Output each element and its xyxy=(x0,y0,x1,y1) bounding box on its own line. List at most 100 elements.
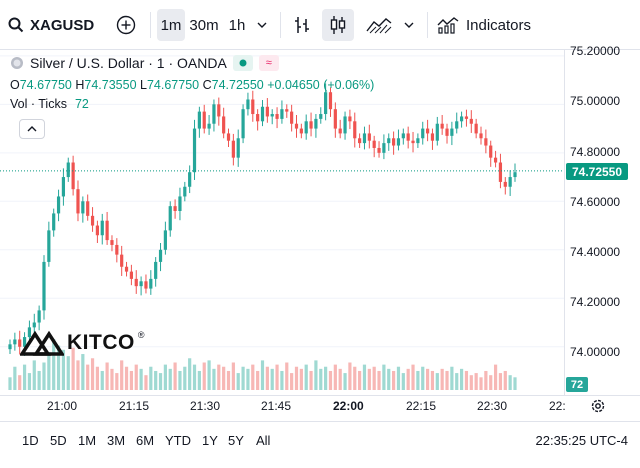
candle-body xyxy=(396,138,401,146)
candle-body xyxy=(149,278,153,289)
search-icon xyxy=(8,17,24,33)
candlestick-icon xyxy=(330,16,346,34)
interval-dropdown-button[interactable] xyxy=(252,9,272,41)
volume-bar xyxy=(37,370,41,390)
candle-body xyxy=(158,249,163,262)
candle-body xyxy=(392,138,396,146)
volume-bar xyxy=(416,370,420,390)
range-ytd[interactable]: YTD xyxy=(165,433,191,448)
candle-body xyxy=(120,254,124,267)
volume-bar xyxy=(260,360,265,390)
interval-1m[interactable]: 1m xyxy=(157,9,185,41)
volume-bar xyxy=(338,368,342,390)
range-1m[interactable]: 1M xyxy=(78,433,97,448)
toolbar-divider xyxy=(427,12,428,38)
indicators-button[interactable]: Indicators xyxy=(436,9,532,41)
symbol-search-button[interactable]: XAGUSD xyxy=(8,9,108,41)
volume-bar xyxy=(445,370,449,390)
candle-body xyxy=(192,128,197,173)
volume-bar xyxy=(425,368,430,390)
candle-body xyxy=(498,162,503,182)
candle-body xyxy=(455,121,459,129)
change-value: +0.04650 (+0.06%) xyxy=(267,78,375,92)
indicators-label: Indicators xyxy=(465,16,532,34)
volume-bar xyxy=(464,370,469,390)
candle-body xyxy=(382,143,386,153)
series-title: Silver / U.S. Dollar · 1 · OANDA xyxy=(30,55,227,71)
kitco-logo-text: KITCO xyxy=(67,331,135,354)
candle-body xyxy=(450,128,454,136)
market-status-badge[interactable] xyxy=(232,55,253,71)
range-6m[interactable]: 6M xyxy=(136,433,155,448)
volume-bar xyxy=(430,370,435,390)
kitco-registered-mark: ® xyxy=(137,330,145,340)
volume-bar xyxy=(324,366,328,390)
volume-bar xyxy=(304,364,308,390)
current-volume-tag: 72 xyxy=(566,377,588,392)
price-tick: 75.20000 xyxy=(570,44,621,58)
volume-bar xyxy=(290,373,294,390)
interval-30m[interactable]: 30m xyxy=(188,9,220,41)
candle-body xyxy=(246,99,250,110)
candles-style-button[interactable] xyxy=(322,9,354,41)
high-value: 74.73550 xyxy=(84,78,137,92)
volume-bars xyxy=(8,339,517,390)
volume-bar xyxy=(328,370,333,390)
range-all[interactable]: All xyxy=(256,433,271,448)
range-5d[interactable]: 5D xyxy=(50,433,67,448)
candle-body xyxy=(27,327,32,338)
volume-bar xyxy=(299,368,303,390)
range-3m[interactable]: 3M xyxy=(107,433,126,448)
bars-style-button[interactable] xyxy=(288,9,316,41)
volume-bar xyxy=(314,360,318,390)
time-tick: 21:00 xyxy=(47,399,78,413)
volume-bar xyxy=(455,373,459,390)
volume-bar xyxy=(144,375,148,390)
candle-body xyxy=(231,140,235,158)
candle-body xyxy=(435,123,439,141)
range-1y[interactable]: 1Y xyxy=(202,433,218,448)
candle-body xyxy=(144,281,148,289)
chevron-down-icon xyxy=(404,22,414,28)
time-tick: 21:45 xyxy=(261,399,292,413)
volume-bar xyxy=(222,366,226,390)
volume-bar xyxy=(66,356,70,390)
candle-body xyxy=(52,213,56,231)
candle-body xyxy=(416,138,420,144)
chart-settings-button[interactable] xyxy=(590,398,606,419)
candle-body xyxy=(362,133,367,144)
data-delay-badge[interactable]: ≈ xyxy=(258,55,279,71)
candle-body xyxy=(338,128,342,134)
candle-body xyxy=(183,186,187,197)
candle-body xyxy=(484,138,488,146)
candle-body xyxy=(425,128,430,134)
area-style-button[interactable] xyxy=(362,9,396,41)
volume-bar xyxy=(256,370,260,390)
candle-body xyxy=(61,177,66,197)
interval-1m-label: 1m xyxy=(160,16,182,34)
candle-body xyxy=(513,172,517,178)
candle-body xyxy=(348,116,352,122)
candle-body xyxy=(32,322,36,328)
candle-body xyxy=(22,337,27,347)
candle-body xyxy=(430,133,435,141)
candle-body xyxy=(134,278,138,287)
candle-body xyxy=(90,215,95,226)
range-5y[interactable]: 5Y xyxy=(228,433,244,448)
compare-symbol-button[interactable] xyxy=(112,9,140,41)
candle-body xyxy=(129,271,133,279)
price-chart[interactable] xyxy=(0,50,640,421)
interval-1h[interactable]: 1h xyxy=(225,9,249,41)
candle-body xyxy=(222,116,226,134)
volume-bar xyxy=(18,375,22,390)
candle-body xyxy=(280,109,284,119)
collapse-legend-button[interactable] xyxy=(19,119,45,139)
timezone-clock[interactable]: 22:35:25 UTC-4 xyxy=(535,433,629,448)
time-tick: 22:30 xyxy=(477,399,508,413)
low-value: 74.67750 xyxy=(146,78,200,92)
volume-bar xyxy=(207,360,211,390)
range-1d[interactable]: 1D xyxy=(22,433,39,448)
candle-body xyxy=(173,206,177,211)
candle-body xyxy=(328,92,333,110)
chart-type-dropdown-button[interactable] xyxy=(399,9,419,41)
